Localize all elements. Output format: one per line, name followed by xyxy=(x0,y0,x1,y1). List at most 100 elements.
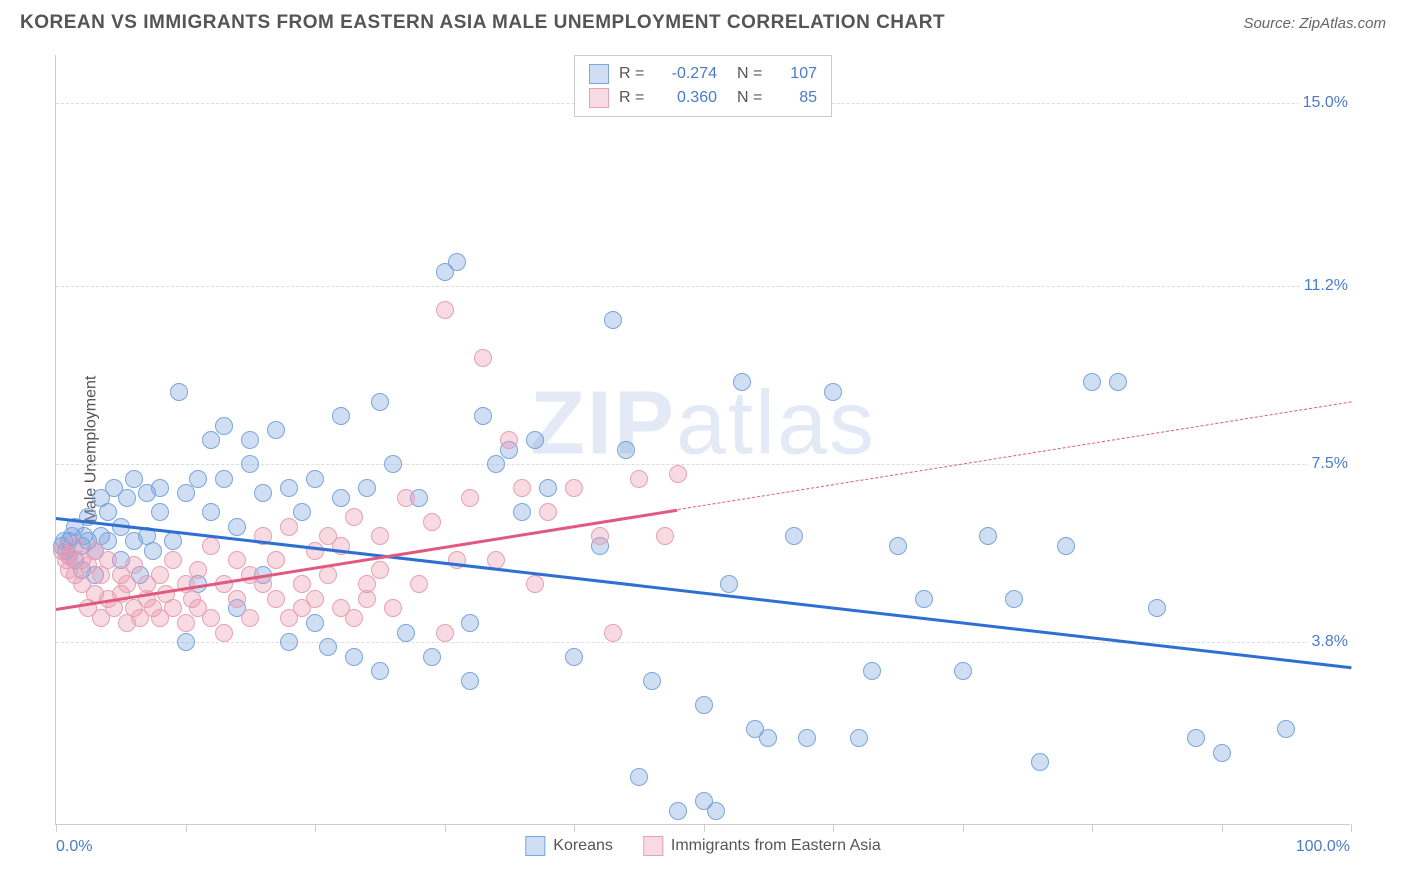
trend-line xyxy=(56,517,1351,669)
data-point xyxy=(656,527,674,545)
y-tick-label: 11.2% xyxy=(1300,277,1352,295)
data-point xyxy=(125,556,143,574)
data-point xyxy=(228,590,246,608)
data-point xyxy=(487,455,505,473)
data-point xyxy=(720,575,738,593)
x-tick xyxy=(833,824,834,832)
data-point xyxy=(345,648,363,666)
data-point xyxy=(125,470,143,488)
data-point xyxy=(423,513,441,531)
y-tick-label: 15.0% xyxy=(1299,94,1352,112)
data-point xyxy=(164,532,182,550)
data-point xyxy=(1213,744,1231,762)
data-point xyxy=(293,503,311,521)
data-point xyxy=(1083,373,1101,391)
data-point xyxy=(604,311,622,329)
data-point xyxy=(591,527,609,545)
legend-swatch xyxy=(589,64,609,84)
data-point xyxy=(267,590,285,608)
data-point xyxy=(565,648,583,666)
data-point xyxy=(306,542,324,560)
data-point xyxy=(474,407,492,425)
data-point xyxy=(630,768,648,786)
x-tick xyxy=(574,824,575,832)
r-label: R = xyxy=(619,65,647,83)
data-point xyxy=(630,470,648,488)
data-point xyxy=(1148,599,1166,617)
data-point xyxy=(1187,729,1205,747)
data-point xyxy=(824,383,842,401)
data-point xyxy=(526,431,544,449)
data-point xyxy=(565,479,583,497)
data-point xyxy=(1109,373,1127,391)
data-point xyxy=(358,590,376,608)
data-point xyxy=(371,561,389,579)
data-point xyxy=(306,614,324,632)
scatter-chart: ZIPatlas 3.8%7.5%11.2%15.0%0.0%100.0%R =… xyxy=(55,55,1350,825)
x-tick xyxy=(56,824,57,832)
data-point xyxy=(513,503,531,521)
data-point xyxy=(863,662,881,680)
data-point xyxy=(979,527,997,545)
data-point xyxy=(669,465,687,483)
x-tick xyxy=(963,824,964,832)
data-point xyxy=(345,508,363,526)
data-point xyxy=(332,407,350,425)
data-point xyxy=(151,479,169,497)
data-point xyxy=(164,599,182,617)
data-point xyxy=(526,575,544,593)
legend-row: R =0.360N =85 xyxy=(589,86,817,110)
data-point xyxy=(643,672,661,690)
data-point xyxy=(889,537,907,555)
data-point xyxy=(177,614,195,632)
correlation-legend: R =-0.274N =107R =0.360N =85 xyxy=(574,55,832,117)
data-point xyxy=(345,609,363,627)
data-point xyxy=(915,590,933,608)
legend-item: Immigrants from Eastern Asia xyxy=(643,836,881,856)
data-point xyxy=(474,349,492,367)
data-point xyxy=(461,672,479,690)
data-point xyxy=(177,484,195,502)
data-point xyxy=(189,561,207,579)
y-tick-label: 7.5% xyxy=(1308,455,1352,473)
data-point xyxy=(241,431,259,449)
data-point xyxy=(215,624,233,642)
data-point xyxy=(436,301,454,319)
data-point xyxy=(241,609,259,627)
chart-title: KOREAN VS IMMIGRANTS FROM EASTERN ASIA M… xyxy=(20,12,945,34)
data-point xyxy=(202,537,220,555)
x-tick-label: 0.0% xyxy=(56,838,92,856)
legend-swatch xyxy=(525,836,545,856)
chart-header: KOREAN VS IMMIGRANTS FROM EASTERN ASIA M… xyxy=(0,0,1406,42)
data-point xyxy=(397,489,415,507)
x-tick xyxy=(445,824,446,832)
data-point xyxy=(358,479,376,497)
r-value: -0.274 xyxy=(657,65,717,83)
n-label: N = xyxy=(737,65,767,83)
data-point xyxy=(164,551,182,569)
data-point xyxy=(332,489,350,507)
data-point xyxy=(604,624,622,642)
data-point xyxy=(267,421,285,439)
legend-item: Koreans xyxy=(525,836,613,856)
data-point xyxy=(785,527,803,545)
data-point xyxy=(99,551,117,569)
data-point xyxy=(215,470,233,488)
data-point xyxy=(151,566,169,584)
data-point xyxy=(384,455,402,473)
data-point xyxy=(798,729,816,747)
legend-label: Koreans xyxy=(553,837,613,855)
data-point xyxy=(280,633,298,651)
data-point xyxy=(306,470,324,488)
data-point xyxy=(319,638,337,656)
data-point xyxy=(202,431,220,449)
data-point xyxy=(397,624,415,642)
data-point xyxy=(371,662,389,680)
data-point xyxy=(371,527,389,545)
data-point xyxy=(202,503,220,521)
data-point xyxy=(280,518,298,536)
data-point xyxy=(215,417,233,435)
data-point xyxy=(513,479,531,497)
data-point xyxy=(99,503,117,521)
data-point xyxy=(228,551,246,569)
